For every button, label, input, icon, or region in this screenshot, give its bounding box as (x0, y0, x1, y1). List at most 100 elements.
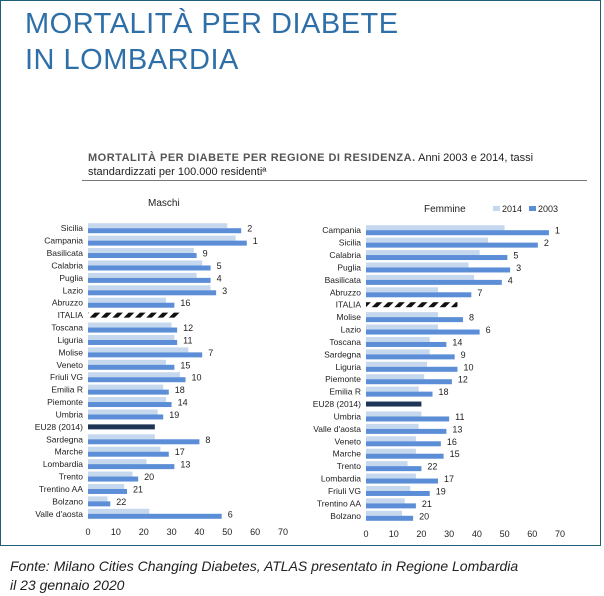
bar-2003 (88, 377, 186, 383)
panel-title: Femmine (424, 204, 466, 215)
bar-2003 (88, 253, 197, 259)
rank-label: 6 (228, 509, 233, 519)
bar-2014 (366, 287, 439, 293)
bar-2014 (88, 347, 189, 353)
x-tick-label: 0 (85, 527, 90, 537)
rank-label: 22 (116, 497, 126, 507)
rank-label: 19 (436, 486, 446, 496)
bar-2014 (88, 483, 125, 489)
bar-2003 (366, 453, 444, 459)
rank-label: 1 (555, 226, 560, 236)
rank-label: 3 (516, 263, 521, 273)
x-tick-label: 50 (500, 529, 510, 539)
bar-2014 (366, 498, 405, 504)
bar-2003 (88, 501, 111, 507)
bar-2014 (366, 448, 416, 454)
category-label: Puglia (59, 273, 83, 283)
x-tick-label: 30 (444, 529, 454, 539)
bar-2014 (366, 225, 505, 231)
category-label: Lombardia (43, 459, 83, 469)
bar-2014 (88, 272, 197, 278)
category-label: Piemonte (325, 374, 361, 384)
bar-2003 (88, 476, 139, 482)
figure-frame (0, 0, 601, 546)
rank-label: 8 (469, 313, 474, 323)
rank-label: 15 (180, 360, 190, 370)
bar-2003 (88, 240, 247, 246)
bar-2014 (366, 374, 425, 380)
rank-label: 10 (463, 362, 473, 372)
bar-2014 (366, 473, 416, 479)
rank-label: 18 (439, 387, 449, 397)
rank-label: 4 (217, 273, 222, 283)
bar-2003 (88, 364, 175, 370)
bar-2014 (366, 324, 439, 330)
bar-2003 (366, 341, 447, 347)
bar-2003 (366, 428, 447, 434)
bar-2003 (88, 439, 200, 445)
bar-2014 (366, 423, 419, 429)
rank-label: 20 (419, 511, 429, 521)
x-tick-label: 20 (139, 527, 149, 537)
panel-title: Maschi (148, 198, 180, 209)
category-label: Sicilia (339, 238, 361, 248)
bar-2003 (366, 354, 455, 360)
bar-2014 (366, 485, 411, 491)
rank-label: 11 (183, 335, 192, 345)
rank-label: 22 (427, 462, 437, 472)
bar-2014 (88, 459, 147, 465)
bar-2003 (88, 228, 242, 234)
rank-label: 5 (513, 251, 518, 261)
x-tick-label: 10 (389, 529, 399, 539)
bar-2014 (88, 508, 150, 514)
category-label: EU28 (2014) (35, 422, 83, 432)
category-label: Abruzzo (330, 287, 361, 297)
bar-2003 (366, 379, 452, 385)
bar-2003 (366, 466, 422, 472)
rank-label: 2 (544, 238, 549, 248)
bar-eu28 (366, 401, 422, 407)
bar-2014 (366, 436, 416, 442)
category-label: Lazio (63, 285, 84, 295)
bar-2003 (88, 402, 172, 408)
rank-label: 21 (133, 484, 143, 494)
page-title: MORTALITÀ PER DIABETE IN LOMBARDIA (25, 6, 399, 78)
source-line-2: il 23 gennaio 2020 (10, 577, 125, 593)
source-note: Fonte: Milano Cities Changing Diabetes, … (10, 557, 518, 595)
bar-2014 (88, 297, 166, 303)
category-label: Umbria (56, 409, 84, 419)
category-label: Sicilia (61, 223, 83, 233)
category-label: Basilicata (325, 275, 362, 285)
bar-2003 (366, 441, 441, 447)
bar-2003 (366, 317, 463, 323)
bar-2003 (88, 265, 211, 271)
bar-2014 (88, 446, 161, 452)
rank-label: 16 (447, 437, 457, 447)
x-tick-label: 20 (416, 529, 426, 539)
bar-2003 (366, 515, 414, 521)
x-tick-label: 60 (250, 527, 260, 537)
page-title-line-2: IN LOMBARDIA (25, 44, 239, 76)
bar-2003 (366, 255, 508, 261)
bar-2014 (366, 461, 408, 467)
category-label: Veneto (57, 360, 84, 370)
category-label: Bolzano (52, 496, 83, 506)
rank-label: 19 (169, 410, 179, 420)
bar-2003 (366, 242, 538, 248)
category-label: Trentino AA (39, 484, 83, 494)
category-label: Marche (333, 449, 362, 459)
rank-label: 17 (444, 474, 454, 484)
rank-label: 13 (180, 460, 190, 470)
legend-label-2014: 2014 (502, 204, 522, 214)
category-label: Friuli VG (50, 372, 83, 382)
bar-2014 (88, 235, 236, 241)
bar-2014 (88, 384, 164, 390)
rank-label: 9 (203, 249, 208, 259)
bar-2014 (366, 262, 469, 268)
rank-label: 10 (192, 373, 202, 383)
category-label: Lazio (341, 325, 362, 335)
rank-label: 12 (458, 375, 468, 385)
category-label: Bolzano (330, 511, 361, 521)
category-label: Veneto (335, 436, 362, 446)
rank-label: 14 (178, 398, 188, 408)
